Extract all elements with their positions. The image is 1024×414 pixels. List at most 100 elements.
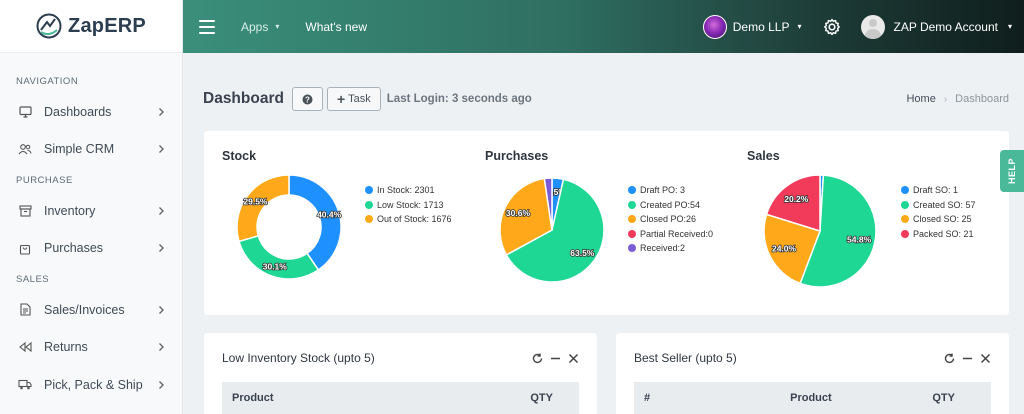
- pie-slice-label: 3.5%: [547, 187, 567, 197]
- legend-item[interactable]: Partial Received:0: [628, 227, 713, 242]
- minimize-icon[interactable]: [550, 353, 561, 364]
- question-circle-icon: ?: [302, 94, 313, 104]
- pie-slice-label: 54.8%: [847, 234, 872, 244]
- pie-slice-label: 29.5%: [243, 197, 268, 207]
- minimize-icon[interactable]: [962, 353, 973, 364]
- legend-item[interactable]: Closed PO:26: [628, 212, 713, 227]
- pie-slice[interactable]: [238, 234, 320, 280]
- sidebar-item-sales-invoices[interactable]: Sales/Invoices: [0, 291, 182, 329]
- legend-item[interactable]: In Stock: 2301: [365, 183, 452, 198]
- legend-label: Created PO:54: [640, 199, 701, 210]
- sidebar-item-pick-pack-ship[interactable]: Pick, Pack & Ship: [0, 366, 182, 404]
- monitor-icon: [18, 105, 32, 119]
- pie-slice-label: 40.4%: [317, 210, 342, 220]
- legend-item[interactable]: Packed SO: 21: [901, 227, 976, 242]
- legend-swatch: [365, 186, 373, 195]
- apps-menu[interactable]: Apps ▾: [241, 20, 279, 34]
- legend-swatch: [628, 244, 636, 253]
- sidebar-item-returns[interactable]: Returns: [0, 329, 182, 367]
- document-icon: [18, 303, 32, 317]
- legend-item[interactable]: Closed SO: 25: [901, 212, 976, 227]
- help-button[interactable]: ?: [291, 87, 323, 111]
- sidebar-item-label: Pick, Pack & Ship: [44, 377, 143, 392]
- legend-swatch: [901, 200, 909, 209]
- chevron-right-icon: [159, 244, 164, 253]
- help-tab[interactable]: HELP: [1000, 150, 1024, 192]
- sidebar-item-label: Returns: [44, 340, 88, 355]
- add-task-button[interactable]: + Task: [326, 87, 381, 111]
- legend-label: Draft SO: 1: [913, 185, 959, 196]
- archive-icon: [18, 204, 32, 218]
- legend-item[interactable]: Out of Stock: 1676: [365, 212, 452, 227]
- page-header: Dashboard ? + Task Last Login: 3 seconds…: [203, 86, 1009, 112]
- hamburger-menu-icon[interactable]: [199, 19, 215, 34]
- logo[interactable]: ZapERP: [0, 0, 182, 53]
- legend-item[interactable]: Received:2: [628, 241, 713, 256]
- breadcrumb-home-link[interactable]: Home: [906, 93, 936, 105]
- purchases-pie-chart: 3.5% 63.5% 30.6%: [499, 177, 605, 283]
- legend-swatch: [628, 229, 636, 238]
- pie-slice[interactable]: [499, 177, 553, 256]
- column-header-product: Product: [232, 392, 274, 404]
- legend-item[interactable]: Created PO:54: [628, 198, 713, 213]
- legend-item[interactable]: Draft PO: 3: [628, 183, 713, 198]
- nav-section-purchase: PURCHASE: [16, 175, 73, 186]
- legend-swatch: [628, 186, 636, 195]
- sidebar-item-label: Inventory: [44, 203, 96, 218]
- legend-swatch: [901, 215, 909, 224]
- breadcrumb: Home › Dashboard: [906, 93, 1009, 105]
- chevron-down-icon: ▾: [275, 22, 280, 31]
- close-icon[interactable]: [980, 353, 991, 364]
- card-title: Best Seller (upto 5): [634, 351, 737, 365]
- sidebar-item-label: Dashboards: [44, 104, 112, 119]
- chevron-down-icon: ▾: [1007, 22, 1012, 31]
- legend-swatch: [901, 229, 909, 238]
- legend-swatch: [901, 186, 909, 195]
- stock-pie-chart: 40.4% 30.1% 29.5%: [236, 174, 342, 280]
- legend-item[interactable]: Created SO: 57: [901, 198, 976, 213]
- pie-slice[interactable]: [765, 174, 821, 233]
- gear-icon[interactable]: [823, 18, 841, 36]
- user-menu[interactable]: ZAP Demo Account ▾: [861, 14, 1012, 39]
- column-header-qty: QTY: [932, 392, 955, 404]
- table-header: Product QTY: [222, 382, 579, 414]
- legend-swatch: [628, 200, 636, 209]
- pie-slice[interactable]: [505, 178, 605, 283]
- pie-slice[interactable]: [543, 177, 553, 231]
- sidebar-item-dashboards[interactable]: Dashboards: [0, 93, 182, 131]
- sidebar-item-simple-crm[interactable]: Simple CRM: [0, 131, 182, 169]
- pie-slice[interactable]: [236, 174, 290, 243]
- breadcrumb-current: Dashboard: [955, 93, 1009, 105]
- column-header-qty: QTY: [530, 392, 553, 404]
- chevron-right-icon: [159, 343, 164, 352]
- refresh-icon[interactable]: [532, 353, 543, 364]
- top-bar: Apps ▾ What's new Demo LLP ▾ ZAP Demo Ac…: [183, 0, 1024, 53]
- last-login-text: Last Login: 3 seconds ago: [386, 93, 532, 105]
- plus-icon: +: [336, 91, 346, 107]
- shopping-bag-icon: [18, 241, 32, 255]
- legend-label: Low Stock: 1713: [377, 199, 444, 210]
- close-icon[interactable]: [568, 353, 579, 364]
- chevron-right-icon: [159, 305, 164, 314]
- company-label: Demo LLP: [732, 19, 790, 34]
- legend-label: Draft PO: 3: [640, 185, 686, 196]
- chevron-right-icon: [159, 380, 164, 389]
- task-label: Task: [348, 93, 371, 105]
- legend-item[interactable]: Low Stock: 1713: [365, 198, 452, 213]
- pie-slice[interactable]: [763, 213, 821, 285]
- page-title: Dashboard: [203, 90, 284, 107]
- sidebar-item-inventory[interactable]: Inventory: [0, 192, 182, 230]
- legend-item[interactable]: Draft SO: 1: [901, 183, 976, 198]
- column-header-product: Product: [790, 392, 832, 404]
- whats-new-link[interactable]: What's new: [305, 19, 368, 34]
- chart-title-stock: Stock: [222, 149, 257, 163]
- pie-slice[interactable]: [288, 174, 342, 271]
- nav-section-sales: SALES: [16, 274, 50, 285]
- breadcrumb-separator: ›: [943, 93, 948, 105]
- sidebar-item-purchases[interactable]: Purchases: [0, 230, 182, 268]
- refresh-icon[interactable]: [944, 353, 955, 364]
- pie-slice[interactable]: [799, 174, 877, 288]
- company-switcher[interactable]: Demo LLP ▾: [702, 14, 801, 39]
- zaperp-logo-icon: [36, 13, 62, 39]
- avatar: [861, 14, 886, 39]
